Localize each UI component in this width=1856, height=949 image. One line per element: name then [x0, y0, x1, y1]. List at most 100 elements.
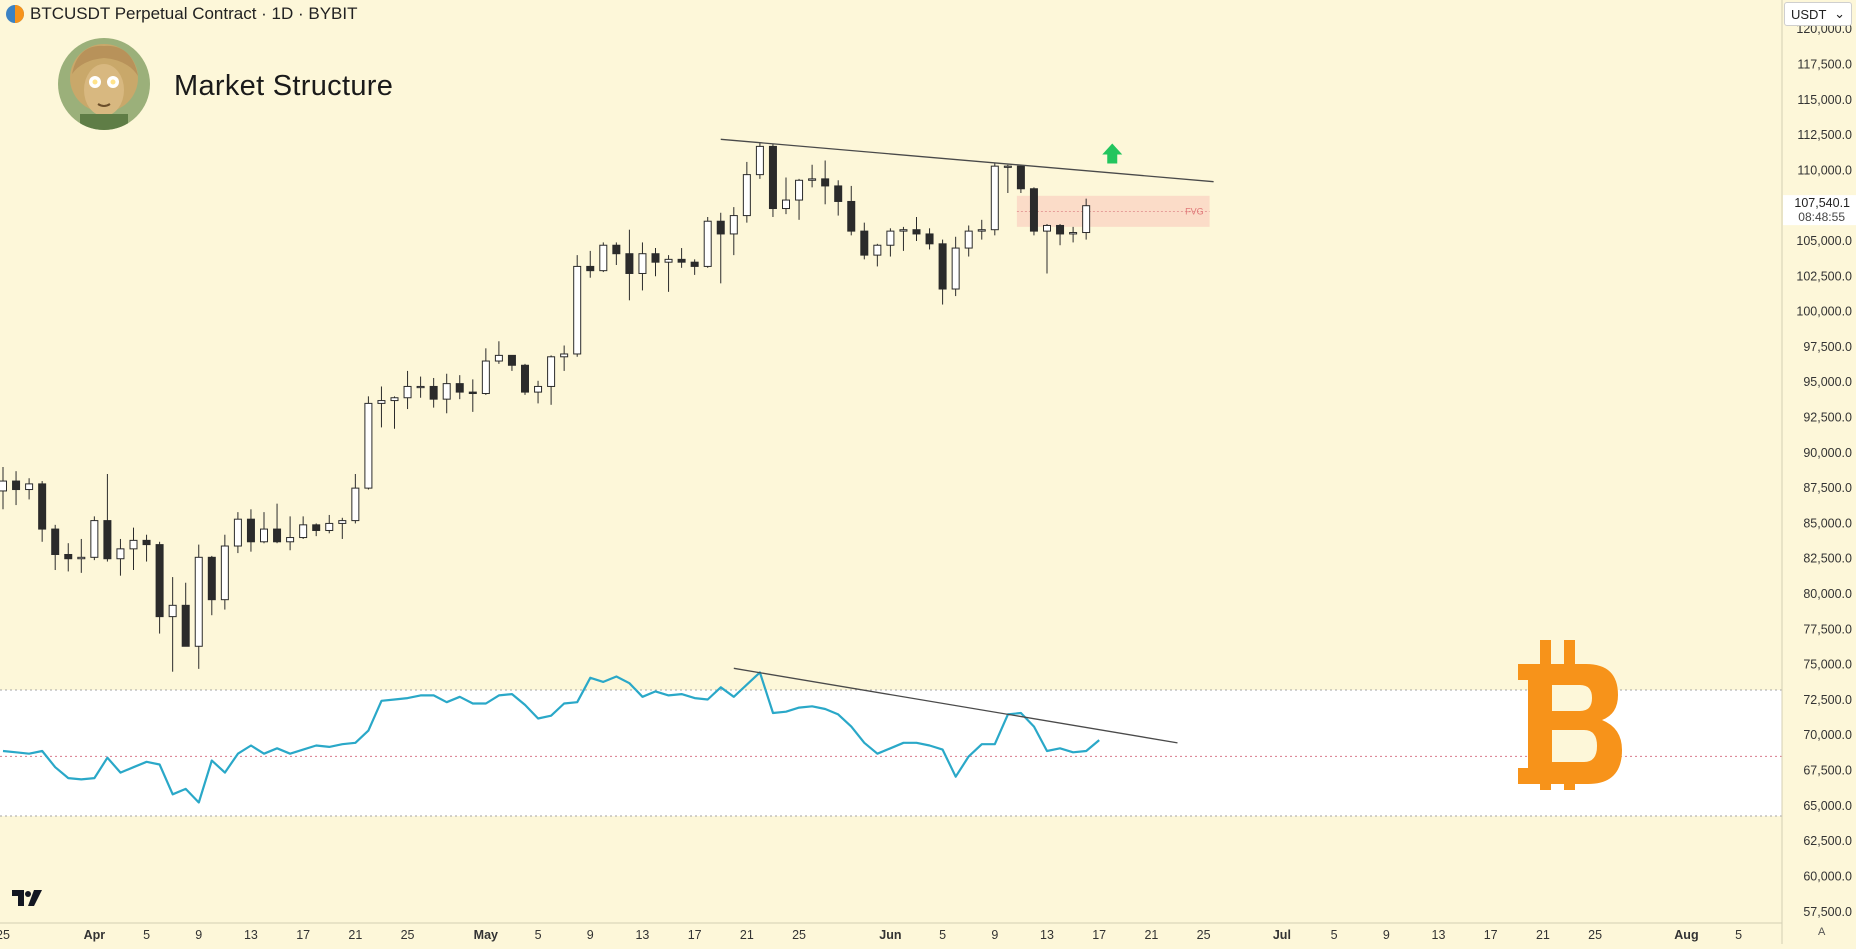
candle-body — [834, 185, 843, 202]
time-tick-label: 25 — [792, 928, 806, 942]
time-tick-label: 5 — [535, 928, 542, 942]
time-tick-label: 5 — [939, 928, 946, 942]
candle-body — [625, 253, 634, 274]
time-tick-label: 5 — [143, 928, 150, 942]
time-tick-label: 13 — [1432, 928, 1446, 942]
time-tick-label: 17 — [296, 928, 310, 942]
candle-body — [560, 353, 569, 358]
time-tick-label: 25 — [1588, 928, 1602, 942]
rsi-trendline — [733, 667, 1178, 744]
bybit-symbol-icon — [6, 5, 24, 23]
time-axis[interactable]: 25 Apr 5 9 13 17 21 25 May 5 9 13 17 21 25 Jun 5 9 13 17 21 2… — [0, 922, 1782, 942]
candle-body — [90, 520, 99, 558]
bitcoin-logo-cutout — [1552, 730, 1597, 762]
price-tick-label: 87,500.0 — [1803, 481, 1852, 495]
candle-body — [286, 537, 295, 543]
candle-body — [677, 258, 686, 263]
price-tick-label: 67,500.0 — [1803, 764, 1852, 778]
candle-body — [390, 397, 399, 402]
price-tick-label: 92,500.0 — [1803, 411, 1852, 425]
candle-body — [860, 230, 869, 256]
bitcoin-logo-shape — [1518, 664, 1622, 784]
candle-body — [220, 545, 229, 601]
time-tick-label: 13 — [1040, 928, 1054, 942]
candle-body — [886, 230, 895, 246]
trendlines[interactable] — [720, 138, 1214, 744]
candle-body — [521, 364, 529, 393]
candle-body — [716, 220, 725, 235]
time-tick-label: 25 — [401, 928, 415, 942]
rsi-line — [2, 671, 1100, 804]
candle-body — [299, 524, 308, 539]
candle-body — [273, 528, 282, 543]
time-tick-label: 5 — [1735, 928, 1742, 942]
candle-body — [1082, 205, 1091, 234]
candle-body — [990, 165, 999, 231]
symbol-header[interactable]: BTCUSDT Perpetual Contract · 1D · BYBIT — [6, 3, 358, 25]
candle-body — [168, 604, 177, 618]
countdown-label: 08:48:55 — [1798, 210, 1845, 224]
candle-body — [690, 261, 699, 267]
candle-body — [821, 178, 830, 187]
candle-body — [207, 556, 216, 601]
price-tick-label: 72,500.0 — [1803, 693, 1852, 707]
candle-body — [442, 383, 451, 400]
candle-body — [403, 385, 412, 399]
time-tick-label: 21 — [740, 928, 754, 942]
price-tick-label: 75,000.0 — [1803, 658, 1852, 672]
time-tick-label: 5 — [1331, 928, 1338, 942]
candle-body — [612, 244, 621, 255]
candle-body — [51, 528, 60, 555]
price-tick-label: 65,000.0 — [1803, 799, 1852, 813]
candle-body — [703, 220, 712, 267]
candle-body — [729, 215, 738, 235]
candle-body — [77, 556, 86, 560]
candle-body — [782, 199, 790, 210]
currency-label: USDT — [1791, 6, 1827, 22]
time-tick-label: 13 — [244, 928, 258, 942]
time-tick-label: 9 — [587, 928, 594, 942]
candle-body — [155, 544, 164, 618]
candle-body — [808, 178, 817, 181]
candle-body — [938, 243, 947, 290]
time-tick-label: 9 — [195, 928, 202, 942]
price-tick-label: 97,500.0 — [1803, 340, 1852, 354]
price-axis-bg — [1782, 0, 1856, 944]
auto-scale-button[interactable]: A — [1818, 926, 1826, 938]
currency-selector[interactable]: USDT ⌄ — [1784, 2, 1852, 26]
candle-body — [338, 520, 347, 524]
price-tick-label: 57,500.0 — [1803, 905, 1852, 919]
time-tick-label: 9 — [991, 928, 998, 942]
avatar-illustration — [58, 38, 150, 130]
time-tick-label: 17 — [1484, 928, 1498, 942]
price-tick-label: 60,000.0 — [1803, 869, 1852, 883]
price-tick-label: 102,500.0 — [1796, 269, 1852, 283]
rsi-band-fill — [0, 690, 1782, 816]
price-tick-label: 62,500.0 — [1803, 834, 1852, 848]
candle-body — [1016, 165, 1025, 190]
candle-body — [925, 233, 934, 245]
bitcoin-logo-icon — [1518, 640, 1622, 790]
symbol-title: BTCUSDT Perpetual Contract · 1D · BYBIT — [30, 4, 358, 23]
candle-body — [664, 258, 673, 263]
price-tick-label: 117,500.0 — [1797, 57, 1852, 71]
candle-body — [25, 483, 34, 491]
price-trendline — [720, 138, 1214, 183]
price-tick-label: 115,000.0 — [1797, 93, 1852, 107]
candle-body — [312, 524, 321, 531]
candle-body — [768, 145, 777, 210]
candle-body — [246, 518, 255, 543]
price-tick-label: 112,500.0 — [1797, 128, 1852, 142]
price-tick-label: 110,000.0 — [1797, 163, 1852, 177]
candle-body — [38, 483, 47, 530]
price-axis[interactable]: 57,500.0 60,000.0 62,500.0 65,000.0 67,500.0… — [1781, 0, 1856, 944]
candle-body — [116, 548, 125, 560]
time-tick-label: 13 — [635, 928, 649, 942]
time-tick-label: 21 — [1536, 928, 1550, 942]
bitcoin-logo-cutout — [1552, 685, 1592, 711]
tradingview-logo-icon[interactable] — [12, 890, 42, 911]
candle-body — [260, 528, 268, 543]
candle-body — [416, 385, 425, 389]
